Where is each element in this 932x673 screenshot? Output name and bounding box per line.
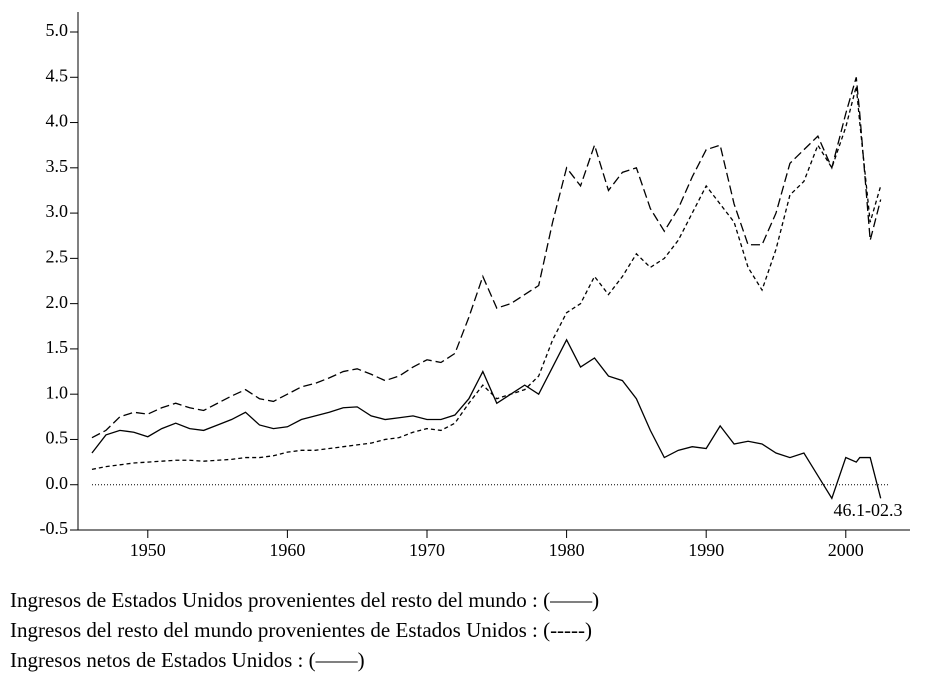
legend-entry: Ingresos de Estados Unidos provenientes … [10,588,599,612]
x-tick-label: 1970 [409,540,445,560]
y-tick-label: 4.0 [46,111,69,131]
y-tick-label: -0.5 [40,518,69,538]
x-tick-label: 1980 [549,540,585,560]
y-tick-label: 0.5 [46,428,69,448]
y-tick-label: 3.5 [46,156,69,176]
legend-entry: Ingresos netos de Estados Unidos : (——) [10,648,365,672]
series-line [91,77,882,439]
legend-entry: Ingresos del resto del mundo proveniente… [10,618,592,642]
annotation: 46.1-02.3 [834,500,903,520]
y-tick-label: 1.0 [46,382,69,402]
series-line [91,338,882,500]
x-tick-label: 1960 [269,540,305,560]
y-tick-label: 3.0 [46,201,69,221]
y-tick-label: 4.5 [46,65,69,85]
x-tick-label: 2000 [828,540,864,560]
series-line [91,86,882,470]
y-tick-label: 0.0 [46,473,69,493]
y-tick-label: 2.5 [46,246,69,266]
y-tick-label: 2.0 [46,292,69,312]
x-tick-label: 1990 [688,540,724,560]
y-tick-label: 5.0 [46,20,69,40]
y-tick-label: 1.5 [46,337,69,357]
x-tick-label: 1950 [130,540,166,560]
